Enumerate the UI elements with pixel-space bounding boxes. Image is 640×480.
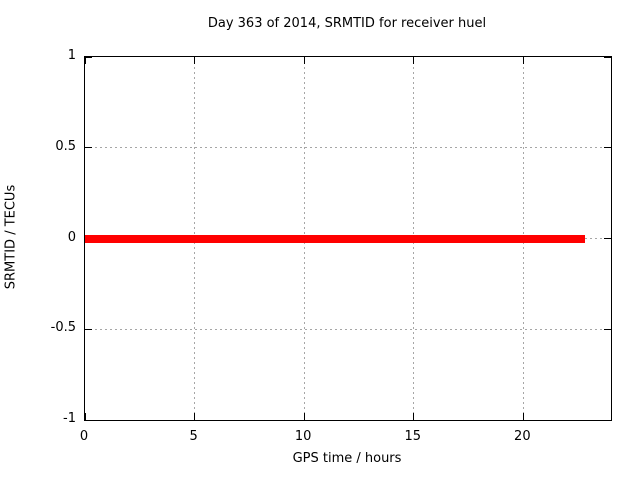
y-tick-label: -0.5 bbox=[50, 320, 76, 336]
y-tick-right bbox=[604, 328, 611, 330]
y-tick-right bbox=[604, 238, 611, 239]
x-tick-bottom bbox=[522, 413, 524, 420]
x-tick-label: 0 bbox=[79, 429, 89, 444]
y-tick-label: 0 bbox=[67, 229, 76, 245]
x-tick-bottom bbox=[194, 413, 196, 420]
y-tick-right bbox=[604, 147, 611, 149]
x-tick-bottom bbox=[303, 413, 305, 420]
x-tick-top bbox=[194, 57, 196, 64]
y-tick-left bbox=[85, 56, 92, 58]
y-tick-left bbox=[85, 147, 92, 149]
y-tick-right bbox=[604, 56, 611, 58]
x-tick-top bbox=[84, 57, 86, 64]
x-tick-top bbox=[522, 57, 524, 64]
x-tick-label: 5 bbox=[189, 429, 198, 444]
x-tick-label: 20 bbox=[514, 429, 531, 444]
x-tick-label: 10 bbox=[294, 429, 312, 444]
x-tick-label: 15 bbox=[404, 429, 422, 444]
y-tick-label: -1 bbox=[63, 411, 76, 426]
chart-title: Day 363 of 2014, SRMTID for receiver hue… bbox=[207, 16, 487, 31]
data-series-line bbox=[85, 234, 585, 243]
y-tick-right bbox=[604, 419, 611, 421]
y-tick-left bbox=[85, 419, 92, 421]
y-tick-label: 1 bbox=[67, 48, 76, 63]
x-tick-bottom bbox=[413, 413, 415, 420]
y-axis-label-text: SRMTID / TECUs bbox=[3, 184, 19, 290]
x-tick-top bbox=[303, 57, 305, 64]
x-tick-bottom bbox=[84, 413, 86, 420]
x-axis-label: GPS time / hours bbox=[292, 451, 402, 466]
y-tick-left bbox=[85, 328, 92, 330]
plot-area bbox=[84, 56, 612, 421]
y-gridline bbox=[85, 147, 611, 149]
y-tick-label: 0.5 bbox=[55, 138, 76, 154]
x-tick-top bbox=[413, 57, 415, 64]
y-gridline bbox=[85, 328, 611, 330]
